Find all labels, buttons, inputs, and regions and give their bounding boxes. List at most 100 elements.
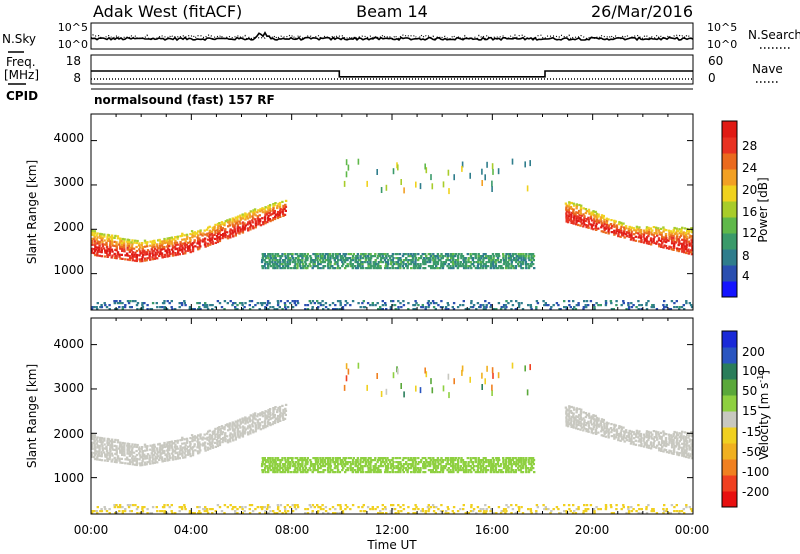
- power-cell: [662, 246, 665, 249]
- power-cell: [334, 257, 337, 260]
- power-cell: [100, 255, 104, 258]
- power-cell: [469, 261, 472, 264]
- velocity-cell: [233, 432, 236, 435]
- power-cell: [314, 257, 318, 260]
- power-cell: [93, 250, 97, 253]
- power-cell: [138, 258, 141, 261]
- velocity-cell: [615, 434, 619, 437]
- power-cell: [319, 304, 323, 307]
- velocity-cell: [130, 510, 133, 513]
- velocity-cell: [505, 504, 508, 507]
- velocity-cell: [602, 418, 605, 422]
- power-cell: [276, 253, 280, 256]
- velocity-cell: [528, 469, 531, 472]
- power-cell: [331, 253, 334, 256]
- power-cell: [365, 267, 368, 270]
- velocity-cell: [177, 455, 180, 458]
- power-cell: [135, 257, 138, 261]
- velocity-cell: [462, 471, 466, 474]
- power-cell: [437, 304, 440, 307]
- velocity-cell: [652, 510, 655, 513]
- power-cell: [231, 223, 234, 226]
- velocity-cell: [226, 506, 229, 509]
- power-cell: [346, 257, 349, 260]
- velocity-cell: [682, 508, 685, 511]
- power-cell: [565, 204, 568, 207]
- power-cell: [678, 306, 681, 309]
- power-cell: [278, 259, 282, 262]
- power-cell: [248, 212, 251, 215]
- power-cell: [179, 245, 182, 248]
- power-cell: [394, 267, 397, 270]
- velocity-cell: [510, 465, 513, 468]
- velocity-cell: [607, 430, 610, 433]
- power-cell: [572, 300, 575, 303]
- power-cell: [471, 259, 475, 262]
- power-cell: [372, 261, 375, 264]
- power-cell: [171, 246, 175, 249]
- velocity-cell: [677, 434, 680, 437]
- velocity-cell: [557, 508, 560, 511]
- power-cell: [643, 237, 646, 240]
- velocity-cell: [163, 512, 166, 514]
- velocity-cell: [622, 438, 625, 441]
- power-cell: [593, 216, 596, 219]
- velocity-cell: [217, 434, 220, 438]
- velocity-cell: [141, 510, 145, 513]
- velocity-cell: [209, 508, 212, 511]
- power-cell: [386, 253, 389, 256]
- power-cell: [645, 302, 648, 305]
- velocity-cell: [211, 438, 214, 441]
- velocity-cell: [579, 410, 583, 413]
- velocity-cell: [477, 461, 480, 464]
- power-cell: [680, 246, 684, 249]
- power-cell: [397, 306, 400, 309]
- power-cell: [209, 304, 212, 307]
- velocity-cell: [689, 508, 693, 511]
- power-cell: [358, 259, 362, 262]
- power-cell: [500, 306, 503, 309]
- velocity-cell: [109, 448, 112, 451]
- power-cell: [173, 242, 177, 245]
- power-cell: [174, 236, 177, 239]
- velocity-cell: [159, 510, 162, 513]
- power-cell: [274, 215, 277, 219]
- power-cell: [363, 306, 367, 309]
- velocity-ytick-1000: 1000: [53, 471, 84, 485]
- power-cell: [441, 255, 445, 258]
- velocity-cell: [322, 471, 325, 474]
- power-cell: [349, 263, 352, 266]
- velocity-cell: [273, 459, 277, 462]
- velocity-cell: [168, 506, 171, 509]
- velocity-cell: [289, 471, 292, 474]
- power-cell: [325, 259, 328, 262]
- velocity-cell: [97, 450, 101, 453]
- power-cell: [309, 257, 313, 260]
- velocity-cell: [585, 428, 588, 431]
- velocity-cell: [563, 504, 566, 507]
- power-cell: [527, 257, 530, 260]
- velocity-cell: [595, 506, 598, 509]
- power-cell: [434, 263, 437, 266]
- velocity-cell: [618, 435, 621, 438]
- power-cell: [137, 244, 141, 247]
- velocity-cell: [447, 467, 450, 470]
- velocity-cell: [603, 424, 606, 428]
- velocity-cell: [354, 471, 358, 474]
- velocity-cell: [600, 428, 604, 431]
- power-cell: [183, 248, 186, 251]
- power-cell: [171, 250, 175, 253]
- velocity-cell: [599, 508, 602, 511]
- power-cell: [166, 253, 169, 256]
- power-cell: [367, 255, 370, 258]
- power-axis-ticks: [90, 114, 694, 310]
- velocity-cell: [464, 461, 467, 464]
- velocity-cell: [116, 439, 120, 442]
- velocity-cell: [595, 432, 598, 435]
- power-cell: [317, 267, 320, 270]
- velocity-cell: [301, 457, 304, 460]
- velocity-cell: [309, 459, 312, 462]
- power-cell: [492, 308, 496, 310]
- velocity-cell: [587, 508, 590, 511]
- power-cell: [109, 236, 112, 239]
